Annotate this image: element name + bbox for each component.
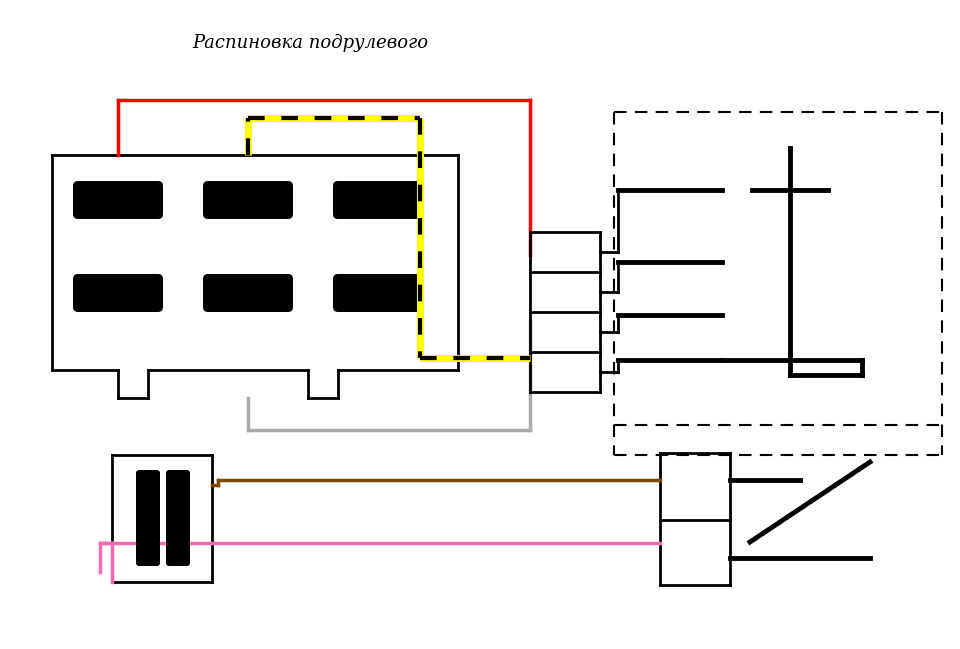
FancyBboxPatch shape — [203, 181, 293, 219]
FancyBboxPatch shape — [333, 274, 423, 312]
FancyBboxPatch shape — [203, 274, 293, 312]
FancyBboxPatch shape — [73, 181, 163, 219]
FancyBboxPatch shape — [136, 470, 160, 566]
FancyBboxPatch shape — [166, 470, 190, 566]
Text: Распиновка подрулевого: Распиновка подрулевого — [192, 34, 428, 52]
FancyBboxPatch shape — [73, 274, 163, 312]
FancyBboxPatch shape — [333, 181, 423, 219]
